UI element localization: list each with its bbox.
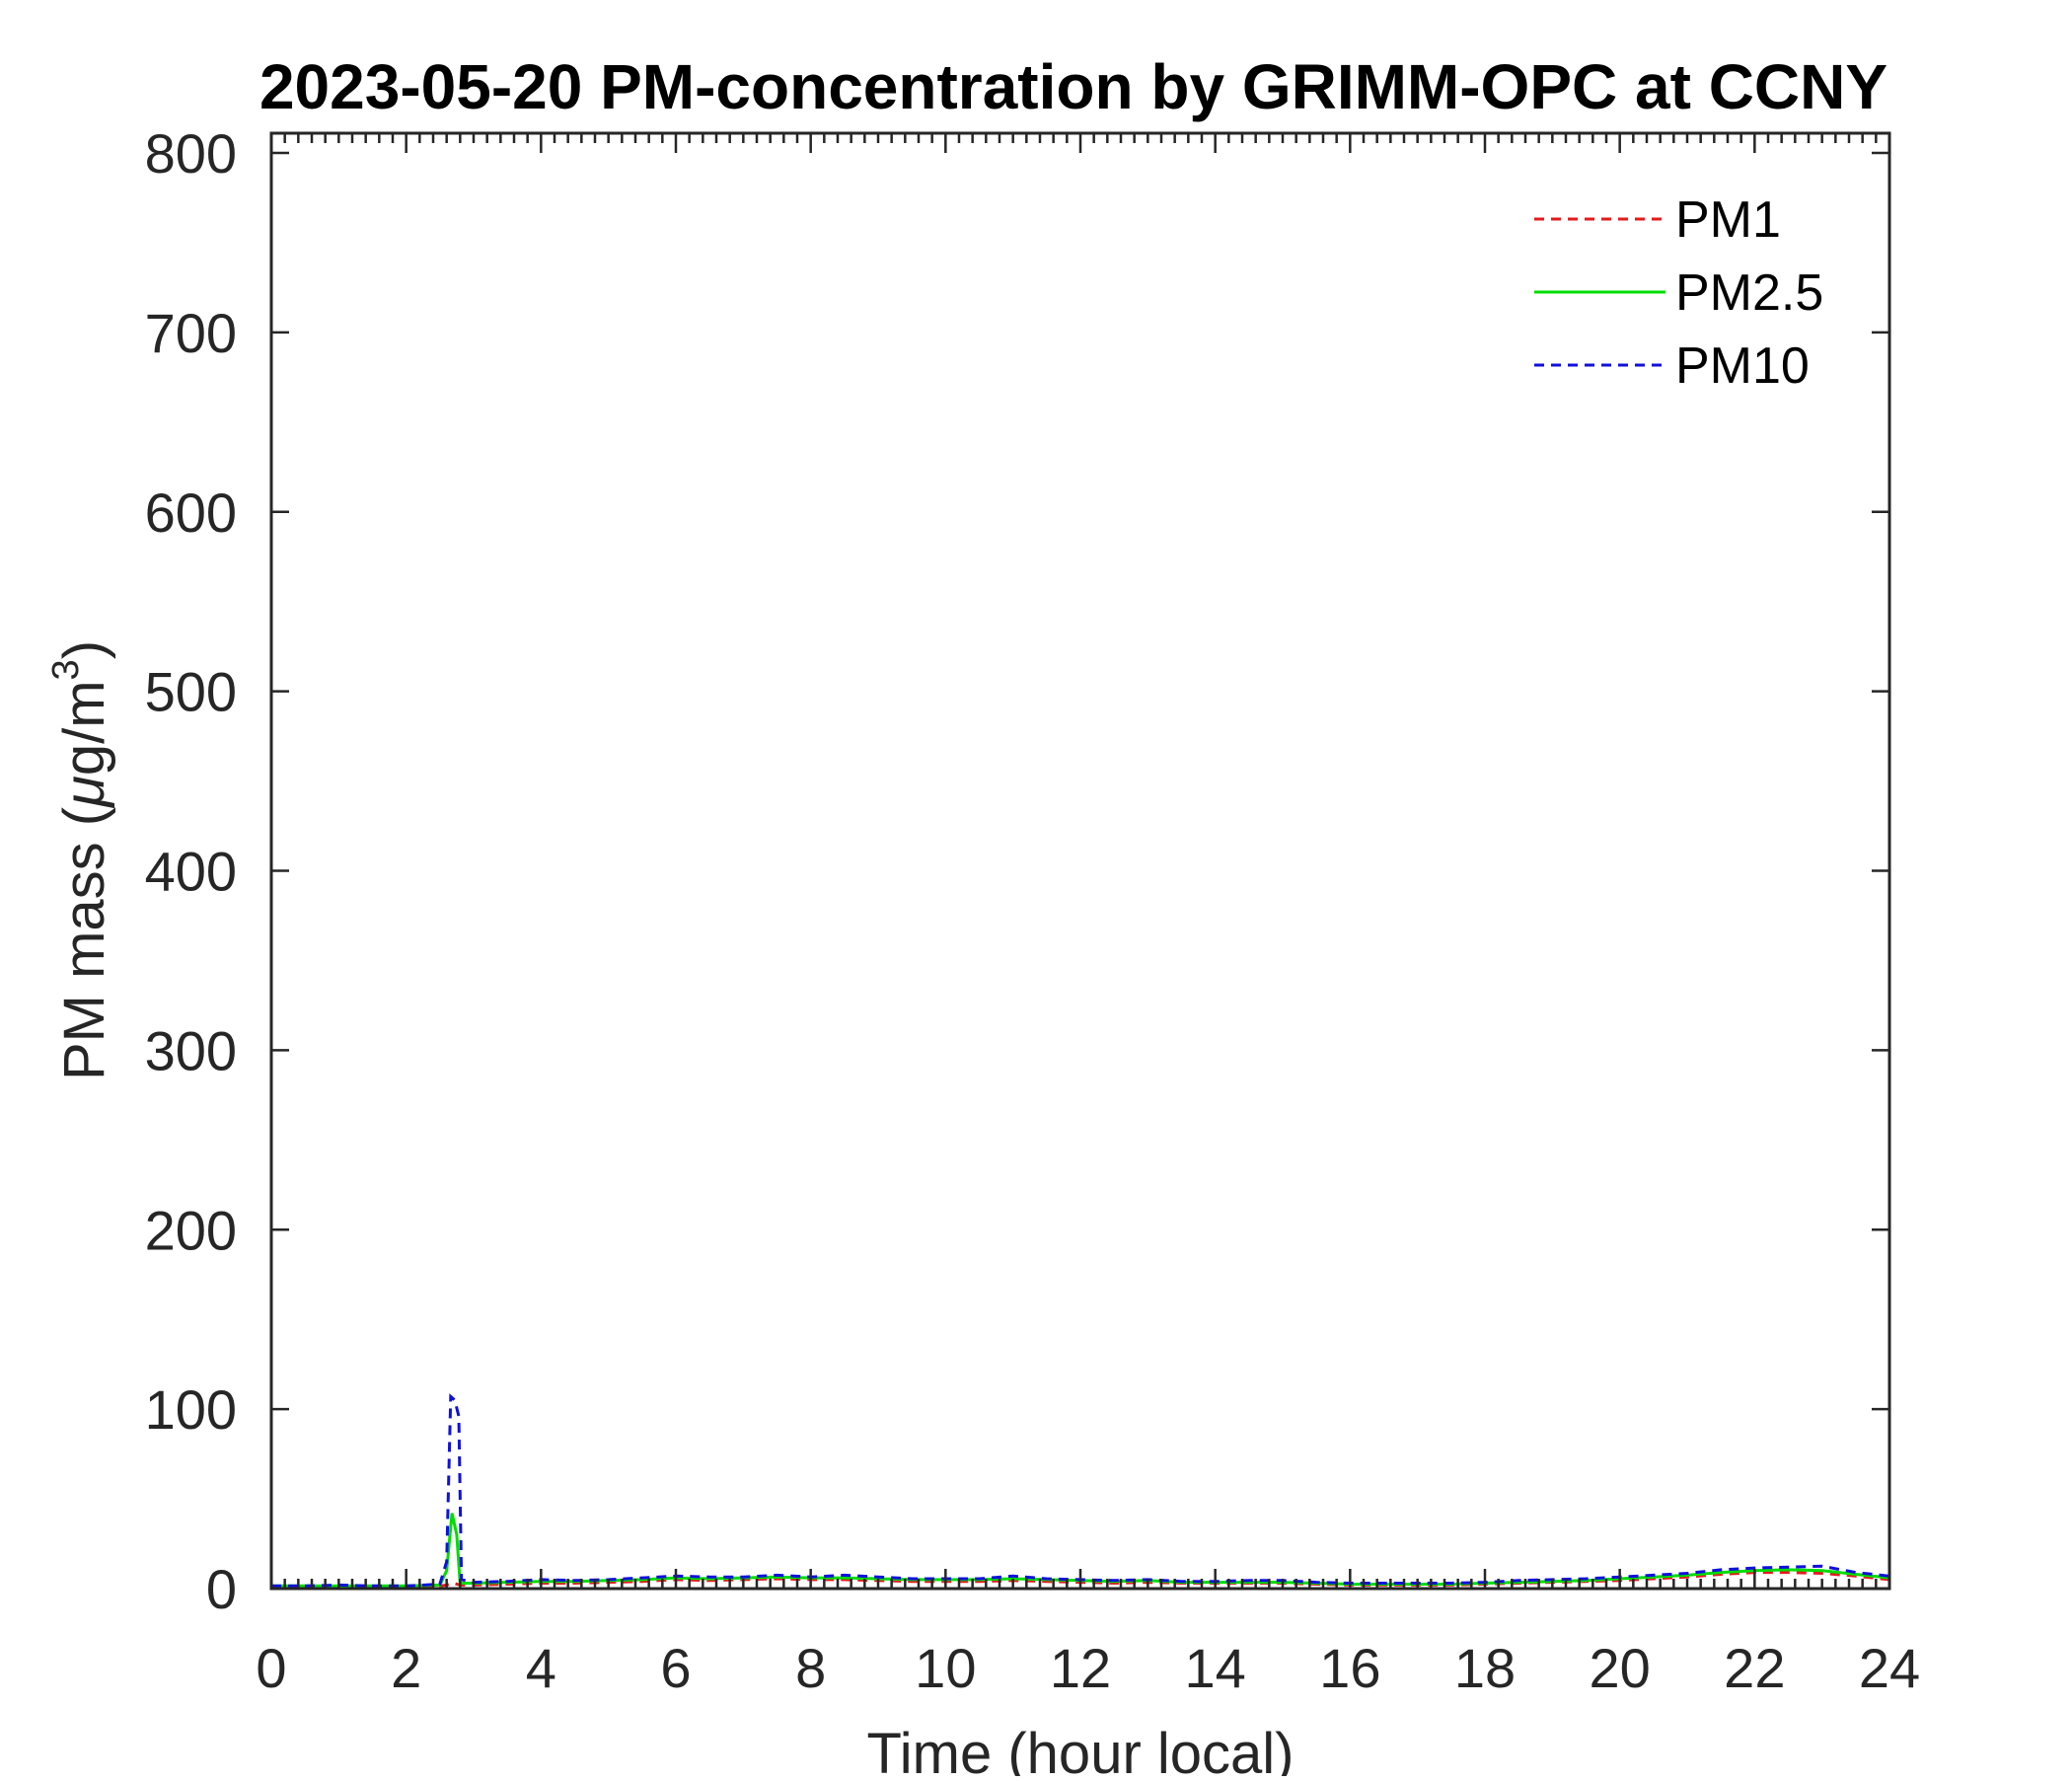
y-tick-label: 300 [145, 1019, 237, 1081]
x-tick-label: 18 [1454, 1637, 1516, 1699]
legend-label-pm1: PM1 [1675, 191, 1781, 249]
x-tick-label: 24 [1859, 1637, 1920, 1699]
y-axis-label-sup: 3 [45, 659, 87, 680]
plot-frame [269, 131, 1891, 1591]
y-tick-label: 600 [145, 482, 237, 544]
x-tick-label: 0 [256, 1637, 286, 1699]
plot-area [269, 131, 1891, 1591]
y-axis-label-mu: μ [52, 776, 116, 809]
y-tick-label: 800 [145, 122, 237, 185]
y-axis-label-close: ) [52, 640, 116, 659]
y-tick-label: 100 [145, 1378, 237, 1441]
x-tick-label: 8 [795, 1637, 826, 1699]
y-tick-label: 700 [145, 302, 237, 364]
x-tick-label: 2 [391, 1637, 421, 1699]
legend: PM1 PM2.5 PM10 [1534, 191, 1823, 395]
legend-label-pm25: PM2.5 [1675, 264, 1823, 322]
x-tick-label: 16 [1319, 1637, 1380, 1699]
y-axis-label-unit: g/m [52, 680, 116, 776]
x-tick-label: 4 [526, 1637, 556, 1699]
x-tick-labels: 0 2 4 6 8 10 12 14 16 18 20 22 24 [256, 1637, 1920, 1699]
y-tick-label: 500 [145, 661, 237, 723]
y-axis-label-main: PM mass ( [52, 807, 116, 1080]
plot-background [271, 133, 1889, 1589]
x-tick-label: 14 [1185, 1637, 1246, 1699]
series-line-pm10 [271, 1393, 1890, 1588]
y-tick-label: 200 [145, 1199, 237, 1261]
y-tick-label: 400 [145, 841, 237, 903]
chart-title: 2023-05-20 PM-concentration by GRIMM-OPC… [259, 51, 1887, 122]
legend-label-pm10: PM10 [1675, 337, 1810, 395]
x-tick-label: 6 [660, 1637, 691, 1699]
x-tick-label: 22 [1724, 1637, 1785, 1699]
x-tick-label: 12 [1050, 1637, 1111, 1699]
y-axis-label: PM mass (μg/m3) [45, 640, 116, 1080]
y-tick-labels: 0 100 200 300 400 500 600 700 800 [145, 122, 237, 1620]
x-axis-label: Time (hour local) [867, 1722, 1295, 1776]
x-tick-label: 10 [915, 1637, 976, 1699]
x-tick-label: 20 [1590, 1637, 1651, 1699]
y-tick-label: 0 [206, 1558, 237, 1620]
